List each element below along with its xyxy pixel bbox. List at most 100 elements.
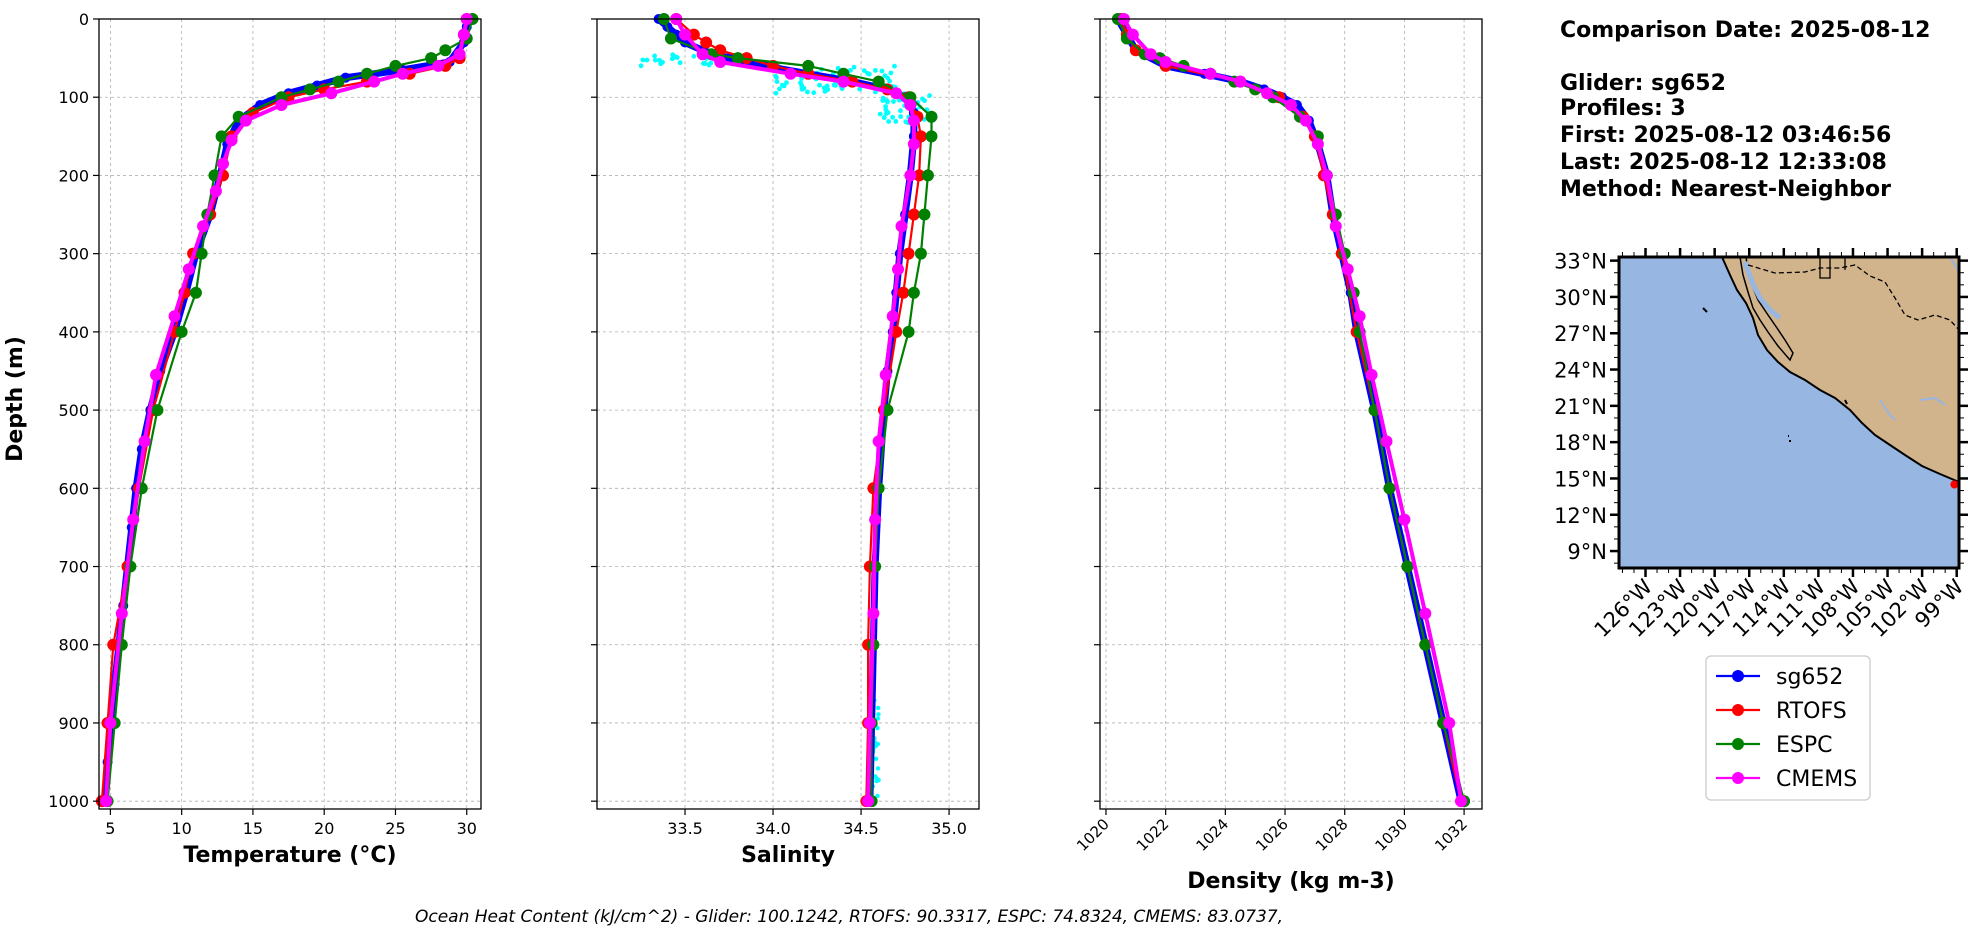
map-lake-2 xyxy=(1919,396,1946,406)
data-point xyxy=(1299,114,1312,127)
x-axis-title: Temperature (°C) xyxy=(183,843,396,868)
data-point xyxy=(1144,48,1157,61)
series-line-cmems xyxy=(674,18,916,802)
data-point xyxy=(360,67,373,80)
glider-name: Glider: sg652 xyxy=(1560,71,1726,96)
data-point xyxy=(425,52,438,65)
data-point xyxy=(1353,310,1366,323)
data-point xyxy=(731,52,744,65)
series-cmems xyxy=(1117,13,1468,808)
profile-panels: 5 10 15 20 25 3001002003004005006007008009001… xyxy=(48,10,1483,894)
glider-raw-point xyxy=(861,68,867,73)
data-point xyxy=(1159,56,1172,69)
lat-label: 15°N xyxy=(1554,467,1607,491)
data-point xyxy=(902,247,915,260)
legend-marker xyxy=(1732,670,1744,682)
data-point xyxy=(275,99,288,112)
glider-raw-point xyxy=(876,705,881,711)
glider-raw-points xyxy=(638,52,933,799)
data-point xyxy=(696,48,709,61)
data-point xyxy=(1365,368,1378,381)
glider-raw-point xyxy=(875,716,881,721)
data-point xyxy=(902,325,915,338)
glider-raw-point xyxy=(640,57,646,63)
data-point xyxy=(914,130,927,143)
data-point xyxy=(1329,220,1342,233)
data-point xyxy=(921,169,934,182)
data-point xyxy=(925,110,938,123)
map-mainland xyxy=(1720,256,1960,484)
data-point xyxy=(862,795,875,808)
glider-raw-point xyxy=(927,93,933,99)
data-point xyxy=(1380,435,1393,448)
glider-raw-point xyxy=(876,712,881,717)
data-point xyxy=(1311,138,1324,151)
y-tick-label: 100 xyxy=(58,88,89,107)
panel-1: 33.5 34.0 34.5 35.0 Salinity xyxy=(591,13,980,868)
glider-raw-point xyxy=(701,61,706,66)
data-point xyxy=(168,310,181,323)
glider-raw-point xyxy=(817,82,822,88)
data-point xyxy=(368,75,381,88)
legend-item-rtofs: RTOFS xyxy=(1716,699,1847,724)
glider-raw-point xyxy=(873,774,878,779)
legend-item-sg652: sg652 xyxy=(1716,665,1843,690)
glider-raw-point xyxy=(677,60,683,66)
glider-raw-point xyxy=(885,99,890,105)
glider-raw-point xyxy=(801,85,807,91)
lat-label: 33°N xyxy=(1554,250,1607,274)
y-tick-label: 600 xyxy=(58,479,89,498)
data-point xyxy=(886,310,899,323)
glider-raw-point xyxy=(851,64,857,70)
x-tick-label: 1030 xyxy=(1372,815,1412,855)
data-point xyxy=(904,99,917,112)
series-line-sg652 xyxy=(1114,17,1465,802)
y-tick-label: 400 xyxy=(58,323,89,342)
data-point xyxy=(104,716,117,729)
data-point xyxy=(127,513,140,526)
profile-count: Profiles: 3 xyxy=(1560,96,1686,121)
interp-method: Method: Nearest-Neighbor xyxy=(1560,177,1891,202)
glider-raw-point xyxy=(888,70,894,76)
plot-frame xyxy=(596,18,980,810)
panel-0: 5 10 15 20 25 3001002003004005006007008009001… xyxy=(48,10,482,868)
glider-raw-point xyxy=(873,756,879,762)
data-point xyxy=(700,36,713,49)
data-point xyxy=(907,208,920,221)
data-point xyxy=(432,59,445,72)
map-island-2 xyxy=(1844,399,1848,405)
ohc-footer: Ocean Heat Content (kJ/cm^2) - Glider: 1… xyxy=(415,907,1283,927)
data-point xyxy=(925,130,938,143)
data-point xyxy=(453,48,466,61)
data-point xyxy=(115,607,128,620)
legend-item-espc: ESPC xyxy=(1716,733,1833,758)
location-map: 33°N30°N27°N24°N21°N18°N15°N12°N9°N126°W… xyxy=(1554,248,1968,642)
legend-label: CMEMS xyxy=(1776,767,1857,792)
glider-raw-point xyxy=(865,70,870,76)
data-point xyxy=(209,185,222,198)
lat-label: 24°N xyxy=(1554,359,1607,383)
plot-frame xyxy=(1099,18,1483,810)
data-point xyxy=(1398,513,1411,526)
glider-raw-point xyxy=(903,119,909,125)
legend-marker xyxy=(1732,772,1744,784)
data-point xyxy=(215,130,228,143)
data-point xyxy=(664,32,677,45)
glider-raw-point xyxy=(644,57,650,63)
series-line-rtofs xyxy=(1119,18,1463,802)
y-tick-label: 300 xyxy=(58,245,89,264)
data-point xyxy=(872,75,885,88)
data-point xyxy=(867,607,880,620)
data-point xyxy=(892,263,905,276)
data-point xyxy=(714,56,727,69)
glider-raw-point xyxy=(798,80,803,86)
data-point xyxy=(225,134,238,147)
data-point xyxy=(389,59,402,72)
data-point xyxy=(872,435,885,448)
data-point xyxy=(1320,169,1333,182)
series-cmems xyxy=(670,13,920,808)
data-point xyxy=(1419,638,1432,651)
legend-marker xyxy=(1732,738,1744,750)
